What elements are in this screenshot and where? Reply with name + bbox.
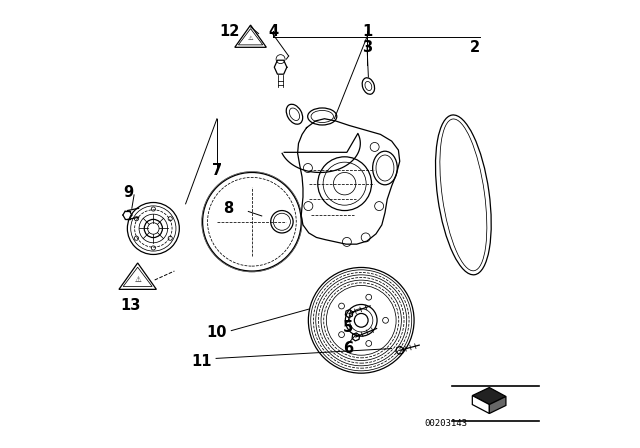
Text: 10: 10 bbox=[206, 325, 227, 340]
Text: 11: 11 bbox=[191, 354, 212, 370]
Text: 13: 13 bbox=[121, 298, 141, 313]
Polygon shape bbox=[472, 396, 490, 414]
Text: 00203143: 00203143 bbox=[424, 419, 467, 428]
Text: 7: 7 bbox=[212, 163, 222, 178]
Text: 2: 2 bbox=[470, 39, 479, 55]
Polygon shape bbox=[472, 388, 506, 405]
Text: 1: 1 bbox=[362, 24, 372, 39]
Text: 5: 5 bbox=[342, 319, 353, 335]
Text: ⚠: ⚠ bbox=[134, 275, 141, 284]
Text: 8: 8 bbox=[223, 201, 234, 216]
Text: 3: 3 bbox=[362, 39, 372, 55]
Polygon shape bbox=[490, 396, 506, 414]
Text: 9: 9 bbox=[123, 185, 133, 200]
Text: 4: 4 bbox=[268, 24, 278, 39]
Text: 12: 12 bbox=[220, 24, 240, 39]
Text: ⚠: ⚠ bbox=[248, 36, 253, 41]
Text: 6: 6 bbox=[342, 341, 353, 356]
